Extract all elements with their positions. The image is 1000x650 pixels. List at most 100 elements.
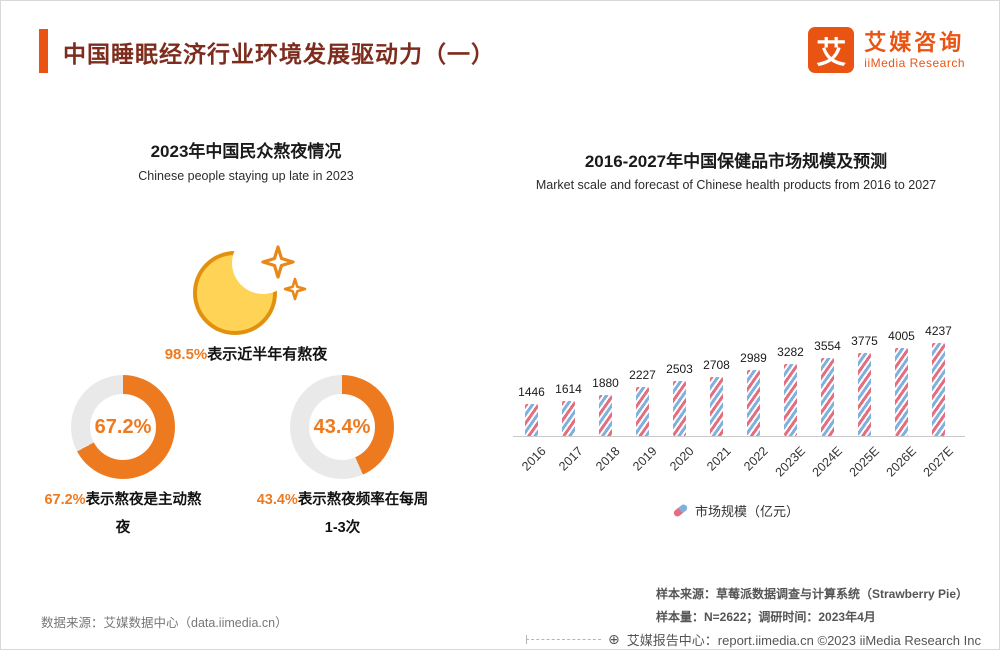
stat-text: 表示近半年有熬夜 (207, 346, 328, 363)
right-section-subtitle: Market scale and forecast of Chinese hea… (535, 178, 937, 192)
x-tick-label: 2027E (920, 444, 956, 480)
bar (747, 370, 760, 436)
left-section-subtitle: Chinese people staying up late in 2023 (138, 169, 354, 183)
bar (932, 343, 945, 436)
bar-value-label: 2503 (666, 362, 693, 376)
donut-ring: 43.4% (290, 375, 394, 479)
bar-column: 3775 (846, 334, 883, 436)
brand-logo: 艾 艾媒咨询 iiMedia Research (808, 27, 965, 73)
x-tick: 2021 (698, 437, 735, 485)
caption-text: 表示熬夜是主动熬夜 (85, 492, 202, 536)
x-tick-label: 2025E (846, 444, 882, 480)
x-tick: 2018 (587, 437, 624, 485)
x-tick: 2022 (735, 437, 772, 485)
bar-column: 2503 (661, 362, 698, 436)
sample-source-note: 样本来源：草莓派数据调查与计算系统（Strawberry Pie） (656, 587, 969, 601)
bar-column: 1880 (587, 376, 624, 436)
x-tick-label: 2018 (593, 444, 623, 474)
bar (525, 404, 538, 436)
bar-value-label: 3282 (777, 345, 804, 359)
bar-value-label: 1614 (555, 382, 582, 396)
x-tick: 2020 (661, 437, 698, 485)
x-tick: 2019 (624, 437, 661, 485)
late-night-stat: 98.5%表示近半年有熬夜 (86, 343, 406, 364)
bar (821, 358, 834, 436)
x-tick-label: 2021 (704, 444, 734, 474)
bar (858, 353, 871, 436)
bar-column: 1446 (513, 385, 550, 436)
logo-mark-icon: 艾 (808, 27, 855, 73)
x-tick-label: 2016 (519, 444, 549, 474)
sample-footnotes: 样本来源：草莓派数据调查与计算系统（Strawberry Pie） 样本量：N=… (656, 583, 968, 630)
x-tick: 2017 (550, 437, 587, 485)
x-tick: 2024E (809, 437, 846, 485)
bar-column: 1614 (550, 382, 587, 436)
logo-text: 艾媒咨询 iiMedia Research (864, 30, 965, 71)
bar-column: 2989 (735, 351, 772, 436)
bar-column: 3282 (772, 345, 809, 436)
title-accent-bar (39, 29, 48, 73)
caption-text: 表示熬夜频率在每周1-3次 (297, 492, 429, 536)
caption-percent: 43.4% (256, 492, 298, 508)
x-tick-label: 2017 (556, 444, 586, 474)
donut-ring: 67.2% (71, 375, 175, 479)
market-scale-bar-chart: 1446 1614 1880 2227 2503 2708 2989 3282 3554 3775… (513, 241, 965, 485)
bar (673, 381, 686, 436)
x-tick: 2027E (920, 437, 957, 485)
x-tick: 2025E (846, 437, 883, 485)
x-tick: 2026E (883, 437, 920, 485)
bar-value-label: 1446 (518, 385, 545, 399)
x-tick-label: 2023E (772, 444, 808, 480)
bar (562, 401, 575, 436)
caption-percent: 67.2% (44, 492, 86, 508)
donut-caption-2: 43.4%表示熬夜频率在每周1-3次 (255, 487, 430, 542)
page-title: 中国睡眠经济行业环境发展驱动力（一） (63, 41, 495, 67)
brand-name-en: iiMedia Research (864, 56, 965, 70)
footer-text: 艾媒报告中心：report.iimedia.cn ©2023 iiMedia R… (626, 633, 981, 648)
bar-column: 2708 (698, 358, 735, 436)
pill-legend-icon (672, 503, 689, 518)
bar (895, 348, 908, 436)
footer-bar: ⊕ 艾媒报告中心：report.iimedia.cn ©2023 iiMedia… (526, 630, 981, 649)
x-tick-label: 2024E (809, 444, 845, 480)
donut-caption-1: 67.2%表示熬夜是主动熬夜 (43, 487, 203, 542)
bar-value-label: 2708 (703, 358, 730, 372)
x-tick-label: 2026E (883, 444, 919, 480)
x-tick-label: 2022 (741, 444, 771, 474)
bar (784, 364, 797, 436)
legend-label: 市场规模（亿元） (694, 504, 799, 519)
bar-value-label: 4237 (925, 324, 952, 338)
x-tick-label: 2019 (630, 444, 660, 474)
bar (636, 387, 649, 436)
bar-value-label: 1880 (592, 376, 619, 390)
x-tick: 2023E (772, 437, 809, 485)
data-source-note: 数据来源：艾媒数据中心（data.iimedia.cn） (41, 616, 288, 630)
sample-size-note: 样本量：N=2622；调研时间：2023年4月 (656, 610, 876, 625)
moon-stars-icon (179, 233, 309, 341)
bar-chart-bars: 1446 1614 1880 2227 2503 2708 2989 3282 3554 3775… (513, 241, 965, 437)
bar-value-label: 3775 (851, 334, 878, 348)
bar-chart-x-labels: 2016 2017 2018 2019 2020 2021 2022 2023E 2024E 20… (513, 437, 965, 485)
bar-value-label: 2989 (740, 351, 767, 365)
right-section-title: 2016-2027年中国保健品市场规模及预测 (584, 152, 888, 171)
stat-percent: 98.5% (164, 346, 208, 363)
bar-value-label: 2227 (629, 368, 656, 382)
donut-center-value: 67.2% (90, 394, 156, 460)
bar-column: 4005 (883, 329, 920, 436)
bar (710, 377, 723, 436)
bar-column: 2227 (624, 368, 661, 436)
brand-name-cn: 艾媒咨询 (864, 29, 965, 55)
x-tick: 2016 (513, 437, 550, 485)
donut-charts-row: 67.2% 43.4% (71, 375, 394, 479)
left-section-title: 2023年中国民众熬夜情况 (150, 142, 342, 161)
bar-value-label: 3554 (814, 339, 841, 353)
donut-center-value: 43.4% (309, 394, 375, 460)
bar-column: 4237 (920, 324, 957, 436)
bar (599, 395, 612, 436)
bar-column: 3554 (809, 339, 846, 436)
chart-legend: 市场规模（亿元） (501, 501, 971, 520)
x-tick-label: 2020 (667, 444, 697, 474)
footer-dashed-line (526, 635, 602, 644)
report-center-icon: ⊕ (608, 631, 620, 647)
